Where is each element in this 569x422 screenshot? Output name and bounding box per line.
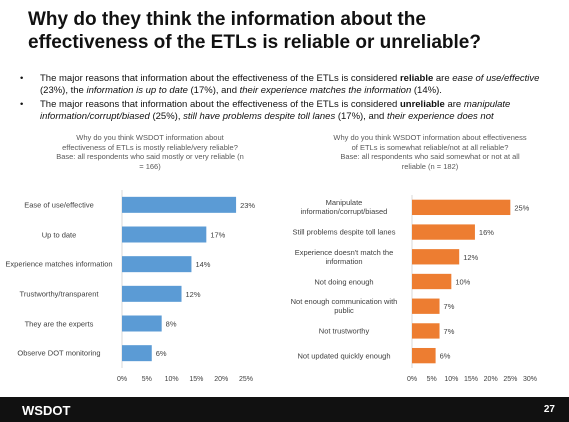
x-tick-label: 5% <box>142 376 152 383</box>
bullet-text: (25%), <box>149 111 184 122</box>
bar <box>122 285 182 302</box>
category-label: Experience doesn't match the information <box>294 247 394 266</box>
category-label: They are the experts <box>24 319 94 328</box>
bullet-text: (17%), and <box>187 85 240 96</box>
value-label: 23% <box>240 201 255 210</box>
bar <box>122 196 237 213</box>
bar <box>412 323 440 339</box>
bullet-text: information is up to date <box>86 85 188 96</box>
chart-title-text: Why do you think WSDOT information about… <box>62 133 238 152</box>
bar <box>412 298 440 314</box>
chart-subtitle: Base: all respondents who said mostly or… <box>56 152 244 171</box>
category-label: Manipulate information/corrupt/biased <box>300 198 388 217</box>
x-tick-label: 15% <box>464 376 478 383</box>
category-label: Observe DOT monitoring <box>17 348 101 358</box>
logo: WSDOT <box>22 403 71 418</box>
bullet-text: The major reasons that information about… <box>40 73 400 84</box>
x-tick-label: 0% <box>117 376 127 383</box>
value-label: 6% <box>440 352 451 361</box>
category-label: Trustworthy/transparent <box>19 289 99 299</box>
bar <box>122 256 192 273</box>
bar <box>412 224 475 240</box>
category-label: Not enough communication with public <box>290 297 398 316</box>
category-label: Ease of use/effective <box>24 200 94 210</box>
footer-bar <box>0 397 569 422</box>
value-label: 16% <box>479 228 494 237</box>
bar <box>122 345 152 362</box>
bullet: The major reasons that information about… <box>14 73 554 97</box>
x-tick-label: 15% <box>189 376 203 383</box>
bullet-text: The major reasons that information about… <box>40 99 400 110</box>
bullet: The major reasons that information about… <box>14 99 554 123</box>
bullet-text: their experience does not <box>386 111 494 122</box>
value-label: 7% <box>444 327 455 336</box>
chart-subtitle: Base: all respondents who said somewhat … <box>340 152 520 171</box>
category-label: Not doing enough <box>314 277 374 286</box>
value-label: 12% <box>463 253 478 262</box>
bullet-text: are <box>433 73 453 84</box>
bullet-text: (17%), and <box>335 111 387 122</box>
bullet-text: still have problems despite toll lanes <box>183 111 336 122</box>
value-label: 14% <box>195 260 210 269</box>
bullet-list: The major reasons that information about… <box>14 73 554 125</box>
bullet-text: ease of use/effective <box>452 73 540 84</box>
bullet-text: (14%). <box>411 85 442 96</box>
bullet-text: their experience matches the information <box>239 85 412 96</box>
bullet-text: (23%), the <box>40 85 87 96</box>
chart-title: Why do you think WSDOT information about… <box>330 133 530 171</box>
category-label: Up to date <box>41 230 77 239</box>
bar <box>122 226 207 243</box>
value-label: 12% <box>186 290 201 299</box>
chart-title: Why do you think WSDOT information about… <box>55 133 245 171</box>
bar <box>412 249 460 265</box>
x-tick-label: 25% <box>239 376 253 383</box>
x-tick-label: 20% <box>484 376 498 383</box>
category-label: Still problems despite toll lanes <box>292 227 396 237</box>
bar <box>412 347 436 364</box>
category-label: Experience matches information <box>5 259 113 269</box>
bar <box>122 315 162 332</box>
x-tick-label: 10% <box>165 376 179 383</box>
bullet-text: manipulate information/corrupt/biased <box>40 99 511 122</box>
bullet-text: unreliable <box>399 99 445 110</box>
value-label: 10% <box>455 278 470 287</box>
bar <box>412 273 452 290</box>
x-tick-label: 5% <box>427 376 437 383</box>
value-label: 17% <box>210 231 225 240</box>
value-label: 8% <box>166 320 177 329</box>
x-tick-label: 25% <box>503 376 517 383</box>
x-tick-label: 0% <box>407 376 417 383</box>
page-number: 27 <box>543 404 555 415</box>
value-label: 6% <box>156 349 167 358</box>
bullet-text: reliable <box>399 73 434 84</box>
bar <box>412 199 511 216</box>
slide-title: Why do they think the information about … <box>28 9 481 53</box>
bullet-text: are <box>444 99 464 110</box>
value-label: 25% <box>514 203 529 212</box>
category-label: Not trustworthy <box>318 326 370 336</box>
x-tick-label: 10% <box>444 376 458 383</box>
category-label: Not updated quickly enough <box>297 351 391 361</box>
x-tick-label: 20% <box>214 376 228 383</box>
x-tick-label: 30% <box>523 376 537 383</box>
chart-title-text: Why do you think WSDOT information about… <box>333 133 527 152</box>
value-label: 7% <box>444 302 455 311</box>
